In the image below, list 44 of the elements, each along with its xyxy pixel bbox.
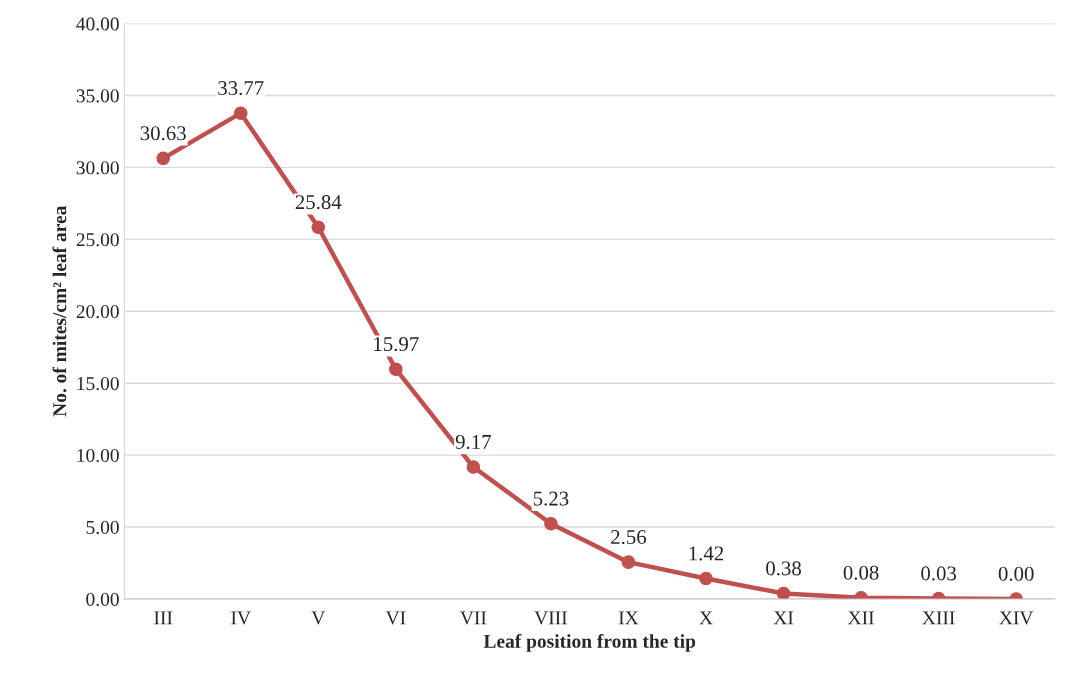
y-tick-label: 30.00 [76, 161, 119, 175]
data-label: 5.23 [533, 491, 569, 506]
y-tick-label: 0.00 [86, 592, 119, 606]
y-tick-label: 15.00 [77, 377, 119, 391]
x-tick-label: IX [618, 611, 639, 625]
data-label: 25.84 [295, 195, 342, 210]
point [776, 586, 791, 599]
x-tick-label: VII [460, 611, 487, 625]
data-label: 0.03 [921, 566, 957, 581]
data-label: 15.97 [374, 337, 419, 352]
point [466, 460, 481, 474]
point [311, 220, 326, 235]
data-label: 1.42 [689, 546, 724, 561]
data-label: 2.56 [611, 530, 647, 545]
point [621, 555, 636, 569]
y-tick-label: 40.00 [76, 17, 119, 31]
point [699, 571, 713, 586]
x-tick-label: X [699, 611, 713, 625]
x-tick-label: XIII [922, 611, 955, 625]
point [544, 516, 558, 531]
x-tick-label: VIII [534, 611, 567, 625]
data-label: 0.08 [843, 565, 879, 580]
x-tick-label: V [311, 611, 326, 625]
y-axis-title: No. of mites/cm² leaf area [52, 205, 67, 417]
y-tick-label: 25.00 [76, 233, 119, 247]
point [156, 151, 170, 166]
x-tick-label: XIV [999, 611, 1034, 625]
data-label: 9.17 [455, 434, 492, 450]
x-axis-title: Leaf position from the tip [483, 633, 696, 652]
x-tick-label: IV [231, 611, 251, 625]
data-label: 30.63 [140, 126, 186, 141]
data-label: 33.77 [218, 81, 264, 96]
point [389, 362, 403, 377]
x-tick-label: VI [385, 611, 406, 625]
y-tick-label: 20.00 [76, 305, 119, 319]
y-tick-label: 35.00 [76, 89, 119, 103]
x-tick-label: XI [773, 611, 794, 625]
x-tick-label: XII [848, 611, 874, 625]
point [233, 106, 248, 120]
data-label: 0.00 [998, 566, 1034, 581]
data-label: 0.38 [766, 561, 801, 576]
y-tick-label: 10.00 [77, 448, 119, 463]
y-tick-label: 5.00 [86, 520, 119, 535]
x-tick-label: III [154, 611, 173, 625]
